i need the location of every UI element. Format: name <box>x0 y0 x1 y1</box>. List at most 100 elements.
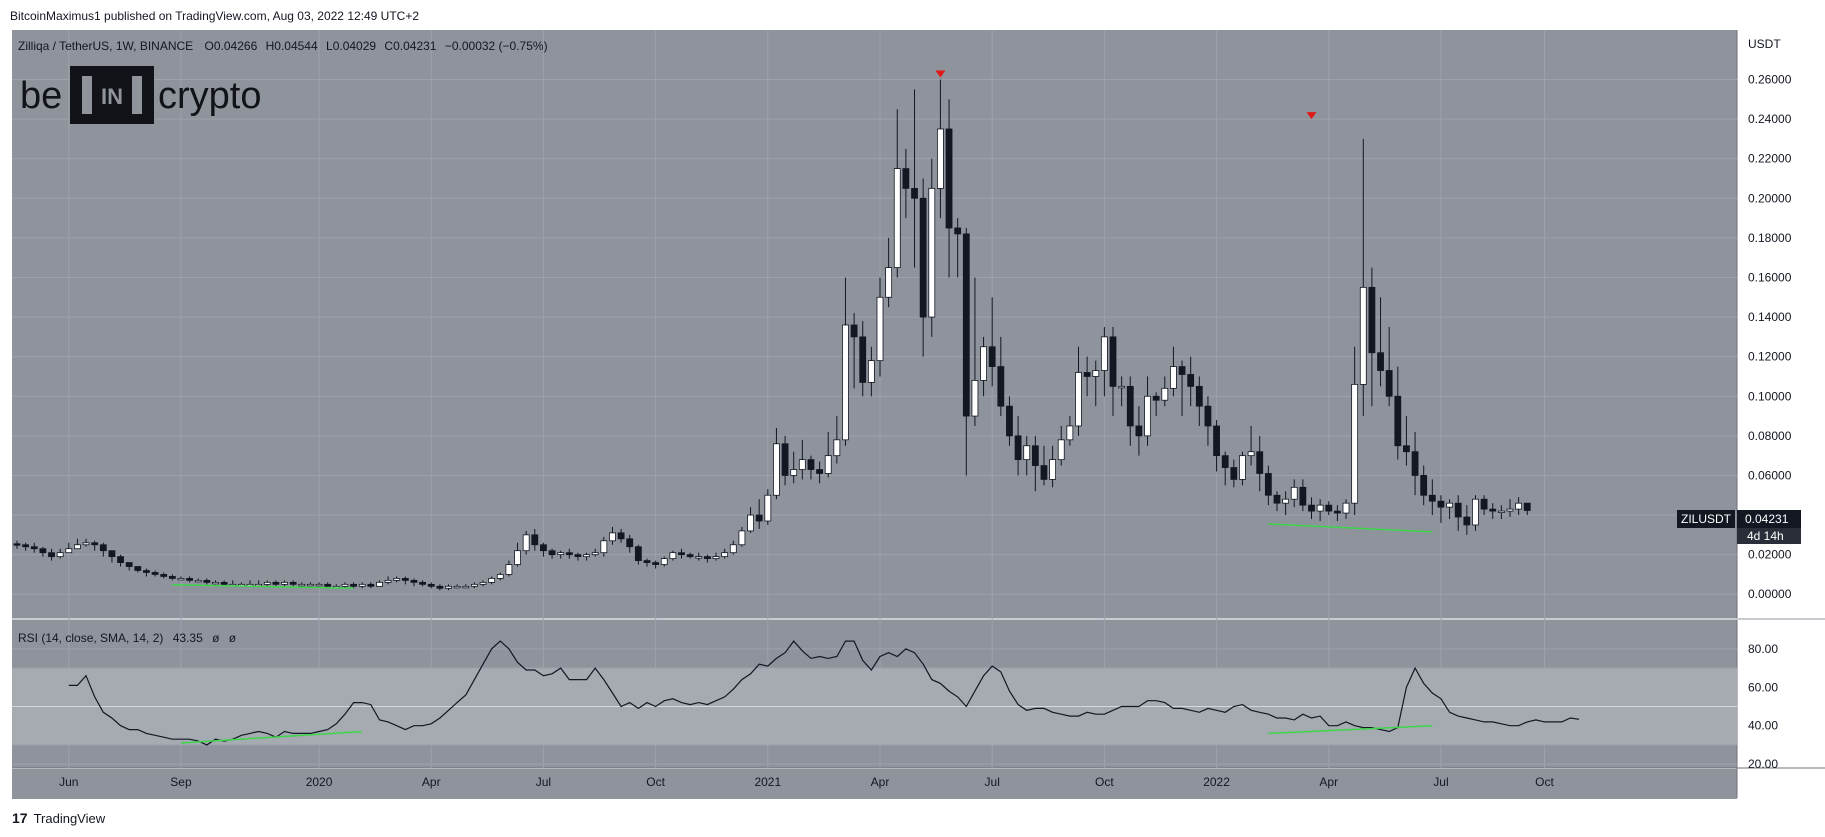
candle-body <box>1437 500 1445 508</box>
time-tick-label: Jul <box>985 775 1000 789</box>
candle <box>1247 425 1255 466</box>
rsi-extra-2: ø <box>229 631 237 645</box>
price-axis-unit: USDT <box>1748 37 1781 51</box>
rsi-legend[interactable]: RSI (14, close, SMA, 14, 2) 43.35 ø ø <box>18 631 237 645</box>
open-label: O <box>205 39 214 53</box>
candle <box>1472 495 1479 531</box>
candle <box>1316 499 1324 521</box>
last-price-label[interactable]: ZILUSDT 0.04231 4d 14h <box>1677 510 1801 544</box>
candle <box>1489 503 1497 520</box>
candle-body <box>1506 508 1514 512</box>
candle <box>738 526 746 547</box>
candle <box>168 574 176 581</box>
candle <box>1446 499 1453 520</box>
symbol-legend[interactable]: Zilliqa / TetherUS, 1W, BINANCE O0.04266… <box>18 39 548 53</box>
price-tick-label: 0.02000 <box>1748 548 1792 562</box>
time-tick-label: 2020 <box>306 775 333 789</box>
candle <box>194 578 202 583</box>
candle-body <box>1075 372 1082 427</box>
candle <box>574 552 582 561</box>
candle-body <box>479 581 487 585</box>
candle <box>1126 376 1134 446</box>
candle <box>263 580 271 587</box>
rsi-value: 43.35 <box>173 631 203 645</box>
candle-body <box>212 581 219 585</box>
candle-body <box>876 296 884 362</box>
candle-body <box>591 552 599 556</box>
logo-text-crypto: crypto <box>158 75 261 117</box>
candle <box>134 566 142 573</box>
price-support-line <box>172 583 354 590</box>
time-tick-label: Apr <box>422 775 441 789</box>
candle-body <box>324 583 332 587</box>
candle-body <box>980 346 987 381</box>
candle <box>30 542 38 553</box>
candle-body <box>721 552 729 558</box>
price-tick-label: 0.20000 <box>1748 191 1792 205</box>
price-pane[interactable] <box>12 30 1737 618</box>
candle-body <box>747 514 754 532</box>
candle <box>807 455 815 480</box>
candle <box>341 582 349 589</box>
candle-body <box>1308 504 1315 512</box>
candle <box>1351 346 1359 516</box>
logo-text-in: IN <box>101 84 123 109</box>
candle-body <box>867 360 875 383</box>
candle-body <box>833 439 841 457</box>
time-tick-label: Apr <box>871 775 890 789</box>
rsi-support-line <box>180 730 363 744</box>
candle <box>1506 499 1514 518</box>
candle <box>151 570 159 577</box>
candle-body <box>1247 451 1255 457</box>
candle <box>540 542 547 557</box>
candle-body <box>531 534 539 546</box>
candle <box>1204 396 1212 446</box>
candle <box>686 552 694 559</box>
candle <box>1308 497 1315 520</box>
candle-body <box>56 552 64 558</box>
candle-body <box>1523 502 1531 511</box>
candle <box>1075 346 1082 436</box>
candle <box>307 582 314 587</box>
candle <box>1144 376 1151 446</box>
candle <box>1264 465 1272 506</box>
candle <box>1066 416 1074 446</box>
candle <box>410 578 418 587</box>
candle <box>885 237 893 308</box>
candle-body <box>798 459 806 470</box>
candle-body <box>427 583 435 587</box>
candle-body <box>928 187 936 318</box>
candle <box>1437 495 1445 523</box>
candle <box>971 277 979 426</box>
candle-body <box>1385 370 1393 397</box>
candle-body <box>686 554 694 558</box>
candle-body <box>1403 445 1410 453</box>
candle <box>1049 445 1056 488</box>
candle-body <box>1325 504 1333 512</box>
resistance-marker-icon <box>1306 112 1317 120</box>
candle-body <box>678 552 685 556</box>
ticker-label: ZILUSDT <box>1681 512 1732 526</box>
price-tick-label: 0.12000 <box>1748 350 1792 364</box>
candle <box>1187 356 1195 407</box>
footer-brand[interactable]: 17 TradingView <box>12 810 105 826</box>
candle-body <box>143 570 150 573</box>
candle-body <box>419 581 427 585</box>
candle-body <box>186 578 194 581</box>
candle <box>764 489 772 525</box>
close-label: C <box>384 39 393 53</box>
trading-chart[interactable]: 0.26000 0.24000 0.22000 0.20000 0.18000 0.160… <box>0 0 1825 800</box>
candle <box>867 346 875 397</box>
candle <box>1394 366 1402 460</box>
candle-body <box>134 566 142 571</box>
candle <box>453 584 461 589</box>
time-axis[interactable] <box>12 769 1737 799</box>
candle-body <box>1454 502 1462 518</box>
candle-body <box>1472 498 1479 526</box>
candle <box>1230 459 1238 488</box>
candle-body <box>1126 385 1134 427</box>
candle <box>1368 267 1376 407</box>
candle <box>859 321 867 397</box>
candle-body <box>902 168 910 189</box>
candle <box>522 530 530 555</box>
